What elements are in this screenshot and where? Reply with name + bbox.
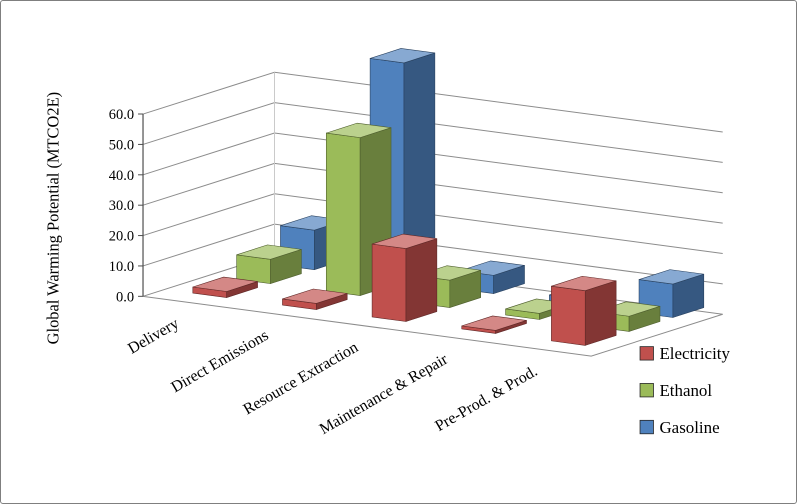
y-tick-label-10.0: 10.0 bbox=[109, 259, 134, 275]
bar-electricity-maintenance-repair bbox=[461, 315, 527, 334]
y-tick-label-20.0: 20.0 bbox=[109, 229, 134, 245]
legend-swatch-electricity bbox=[639, 346, 654, 361]
bar-electricity-resource-extraction bbox=[371, 233, 438, 322]
legend-label-gasoline: Gasoline bbox=[659, 418, 719, 437]
y-tick-label-50.0: 50.0 bbox=[109, 137, 134, 153]
legend-swatch-ethanol bbox=[639, 383, 654, 398]
legend-item-electricity: Electricity bbox=[639, 344, 730, 363]
bar-electricity-delivery bbox=[192, 276, 258, 298]
x-category-label-pre-prod-prod: Pre-Prod. & Prod. bbox=[432, 363, 540, 435]
bar-face-top bbox=[325, 122, 392, 138]
legend-item-gasoline: Gasoline bbox=[639, 418, 720, 437]
bar-face-top bbox=[551, 275, 617, 292]
bar-gasoline-pre-prod-prod bbox=[638, 269, 705, 318]
plot-area: 0.0 10.0 20.0 30.0 40.0 50.0 60.0 DeliveryDirec… bbox=[109, 48, 723, 438]
legend-label-electricity: Electricity bbox=[659, 344, 730, 363]
bar-face-top bbox=[371, 233, 438, 249]
x-category-label-delivery: Delivery bbox=[125, 315, 182, 358]
bar-face-side bbox=[405, 238, 438, 322]
x-category-label-direct-emissions: Direct Emissions bbox=[168, 327, 271, 396]
bar-face-front bbox=[371, 243, 407, 322]
legend: Electricity Ethanol Gasoline bbox=[639, 344, 730, 437]
y-tick-label-60.0: 60.0 bbox=[109, 107, 134, 123]
y-tick-label-40.0: 40.0 bbox=[109, 168, 134, 184]
bar-face-top bbox=[282, 288, 348, 304]
bar-face-front bbox=[551, 285, 586, 346]
y-axis-title: Global Warming Potential (MTCO2E) bbox=[43, 92, 62, 344]
legend-item-ethanol: Ethanol bbox=[639, 381, 712, 400]
bar-face-front bbox=[325, 132, 361, 296]
bar-face-top bbox=[236, 244, 302, 260]
bar-face-top bbox=[461, 315, 527, 331]
bar-face-top bbox=[638, 269, 705, 285]
bar-ethanol-delivery bbox=[236, 244, 302, 284]
bar-face-top bbox=[192, 276, 258, 292]
y-tick-label-0.0: 0.0 bbox=[116, 289, 134, 305]
legend-swatch-gasoline bbox=[639, 419, 654, 435]
bar-electricity-pre-prod-prod bbox=[551, 275, 617, 346]
legend-label-ethanol: Ethanol bbox=[659, 381, 712, 400]
bar-electricity-direct-emissions bbox=[282, 288, 348, 310]
x-category-label-resource-extraction: Resource Extraction bbox=[240, 339, 361, 419]
bar-face-side bbox=[584, 280, 617, 346]
y-tick-label-30.0: 30.0 bbox=[109, 198, 134, 214]
bar-face-top bbox=[369, 48, 436, 64]
